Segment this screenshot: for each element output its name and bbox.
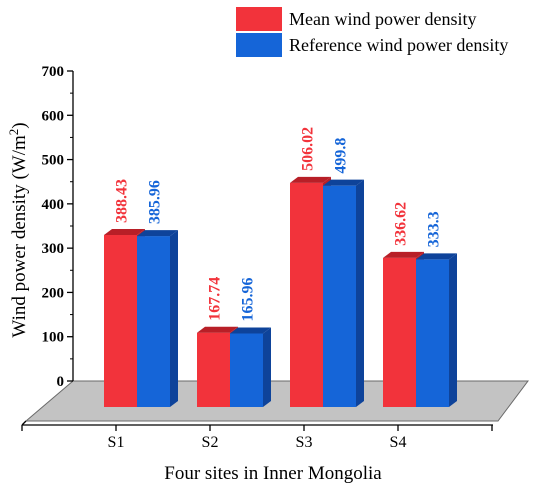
bar-s3-reference: [323, 179, 364, 407]
x-tick-label: S4: [390, 434, 407, 451]
value-label: 333.3: [426, 211, 443, 247]
x-axis-corner: [21, 420, 27, 426]
legend-label-reference: Reference wind power density: [289, 35, 508, 55]
value-label: 167.74: [207, 277, 224, 321]
bar-s1-reference: [137, 230, 178, 407]
value-label: 506.02: [300, 127, 317, 171]
y-tick-label: 300: [42, 241, 65, 257]
bar-s2-reference: [230, 327, 271, 407]
value-label: 336.62: [393, 202, 410, 246]
chart-axes: 0 100 200 300 400 500 600 700 S1 S2 S3 S4: [21, 64, 493, 451]
y-tick-label: 100: [42, 330, 65, 346]
chart-value-labels: 388.43 385.96 167.74 165.96 506.02 499.8 336.6…: [114, 127, 443, 322]
y-tick-label: 700: [42, 64, 65, 80]
x-tick-label: S3: [296, 434, 313, 451]
y-tick-label: 200: [42, 285, 65, 301]
value-label: 388.43: [114, 179, 131, 223]
chart-bars: [104, 176, 457, 407]
x-tick-label: S1: [108, 434, 125, 451]
x-tick-label: S2: [202, 434, 219, 451]
y-tick-label: 0: [57, 374, 65, 390]
legend-swatch-reference: [236, 33, 282, 57]
value-label: 499.8: [333, 138, 350, 174]
legend-label-mean: Mean wind power density: [289, 9, 476, 29]
legend-swatch-mean: [236, 7, 282, 31]
x-axis-title: Four sites in Inner Mongolia: [164, 463, 382, 484]
y-tick-label: 400: [42, 197, 65, 213]
value-label: 165.96: [240, 278, 257, 322]
value-label: 385.96: [147, 180, 164, 224]
y-tick-label: 600: [42, 108, 65, 124]
y-tick-label: 500: [42, 153, 65, 169]
legend: Mean wind power density Reference wind p…: [236, 7, 508, 57]
y-axis-title: Wind power density (W/m2): [6, 122, 30, 337]
bar-s4-reference: [416, 253, 457, 407]
